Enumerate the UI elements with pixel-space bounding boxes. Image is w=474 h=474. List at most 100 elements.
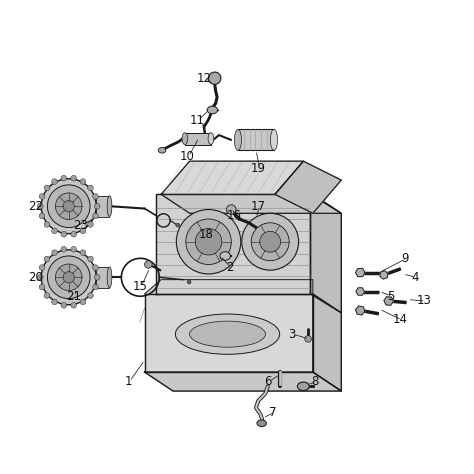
Circle shape <box>61 231 67 237</box>
Circle shape <box>63 201 74 212</box>
Circle shape <box>242 213 299 270</box>
Ellipse shape <box>182 133 188 145</box>
Circle shape <box>92 213 98 219</box>
Circle shape <box>61 246 67 252</box>
Polygon shape <box>145 294 313 372</box>
Ellipse shape <box>204 222 220 243</box>
Circle shape <box>44 185 50 191</box>
Text: 23: 23 <box>73 219 88 232</box>
Circle shape <box>61 175 67 181</box>
Text: 15: 15 <box>132 280 147 293</box>
Circle shape <box>47 256 90 299</box>
Text: 4: 4 <box>411 271 419 284</box>
Text: 14: 14 <box>393 313 408 327</box>
Circle shape <box>88 256 93 262</box>
Text: 18: 18 <box>199 228 214 241</box>
Text: 10: 10 <box>180 150 195 163</box>
Circle shape <box>305 336 311 342</box>
Circle shape <box>92 193 98 199</box>
Polygon shape <box>275 161 341 213</box>
Circle shape <box>39 284 45 290</box>
Text: 13: 13 <box>417 294 432 308</box>
Circle shape <box>52 250 57 255</box>
Circle shape <box>61 302 67 308</box>
Polygon shape <box>356 288 365 295</box>
Ellipse shape <box>158 147 166 153</box>
Circle shape <box>94 203 100 209</box>
Circle shape <box>227 205 236 214</box>
Circle shape <box>176 223 180 227</box>
Bar <box>96 267 109 288</box>
Ellipse shape <box>270 129 278 150</box>
Circle shape <box>88 222 93 228</box>
Circle shape <box>80 250 86 255</box>
Ellipse shape <box>234 129 241 150</box>
Polygon shape <box>384 297 393 305</box>
Circle shape <box>41 250 96 305</box>
Circle shape <box>52 228 57 234</box>
Ellipse shape <box>175 314 280 355</box>
Ellipse shape <box>107 196 112 217</box>
Circle shape <box>47 185 90 228</box>
Circle shape <box>88 185 93 191</box>
Text: 8: 8 <box>311 375 319 388</box>
Circle shape <box>71 302 76 308</box>
Circle shape <box>41 179 96 234</box>
Circle shape <box>88 293 93 299</box>
Text: 11: 11 <box>189 114 204 128</box>
Text: 9: 9 <box>401 252 409 265</box>
Text: 20: 20 <box>28 271 43 284</box>
Polygon shape <box>161 161 303 194</box>
Circle shape <box>145 261 152 268</box>
Circle shape <box>44 293 50 299</box>
Circle shape <box>39 193 45 199</box>
Ellipse shape <box>297 382 309 391</box>
Bar <box>96 196 109 217</box>
Polygon shape <box>380 271 388 279</box>
Polygon shape <box>310 194 341 313</box>
Text: 21: 21 <box>66 290 81 303</box>
Circle shape <box>71 246 76 252</box>
Text: 2: 2 <box>226 261 234 274</box>
Circle shape <box>80 179 86 184</box>
Circle shape <box>195 228 222 255</box>
Polygon shape <box>145 280 313 294</box>
Circle shape <box>71 231 76 237</box>
Circle shape <box>44 222 50 228</box>
Polygon shape <box>161 194 341 213</box>
Ellipse shape <box>107 267 112 288</box>
Circle shape <box>80 299 86 305</box>
Circle shape <box>176 210 241 274</box>
Text: 7: 7 <box>269 406 276 419</box>
Circle shape <box>55 264 82 291</box>
Text: 12: 12 <box>196 72 211 85</box>
Ellipse shape <box>257 420 266 427</box>
Polygon shape <box>156 194 310 294</box>
Ellipse shape <box>190 321 265 347</box>
Polygon shape <box>356 306 365 315</box>
Circle shape <box>187 280 191 284</box>
Text: 22: 22 <box>28 200 43 213</box>
Text: 16: 16 <box>227 209 242 222</box>
Text: 19: 19 <box>251 162 266 175</box>
Text: 17: 17 <box>251 200 266 213</box>
Ellipse shape <box>220 252 230 260</box>
Circle shape <box>80 228 86 234</box>
Ellipse shape <box>208 133 214 145</box>
Circle shape <box>94 274 100 280</box>
Polygon shape <box>313 294 341 391</box>
Text: 5: 5 <box>387 290 395 303</box>
Circle shape <box>260 231 281 252</box>
Text: 6: 6 <box>264 375 272 388</box>
Circle shape <box>71 175 76 181</box>
Polygon shape <box>145 372 341 391</box>
Circle shape <box>39 213 45 219</box>
Ellipse shape <box>207 106 218 114</box>
Text: 3: 3 <box>288 328 295 341</box>
Circle shape <box>251 223 289 261</box>
Circle shape <box>39 264 45 270</box>
Circle shape <box>92 264 98 270</box>
Bar <box>238 129 274 150</box>
Circle shape <box>52 299 57 305</box>
Circle shape <box>186 219 231 264</box>
